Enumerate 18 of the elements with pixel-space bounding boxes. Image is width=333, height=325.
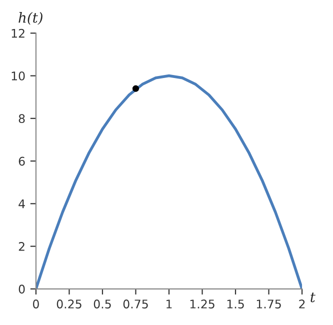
x-tick-label: 1.25 <box>190 300 214 308</box>
x-tick-label: 0.75 <box>123 300 148 308</box>
y-tick-label: 0 <box>18 284 25 294</box>
x-tick-label: 1.75 <box>256 300 281 308</box>
y-tick-label: 10 <box>12 72 25 80</box>
x-tick-label: 0 <box>32 300 39 308</box>
x-axis-title: t <box>310 292 316 302</box>
x-tick-label: 1 <box>166 300 172 308</box>
y-axis-title: h(t) <box>18 12 42 25</box>
x-tick-label: 1.5 <box>227 300 244 308</box>
y-tick-label: 2 <box>18 242 24 251</box>
y-tick-label: 8 <box>18 114 25 124</box>
y-tick-label: 12 <box>12 28 24 38</box>
x-tick-label: 0.25 <box>56 300 82 308</box>
x-tick-label: 0.5 <box>94 300 111 308</box>
x-tick-label: 2 <box>299 300 305 308</box>
y-tick-label: 4 <box>18 200 25 208</box>
y-tick-label: 6 <box>18 156 25 166</box>
